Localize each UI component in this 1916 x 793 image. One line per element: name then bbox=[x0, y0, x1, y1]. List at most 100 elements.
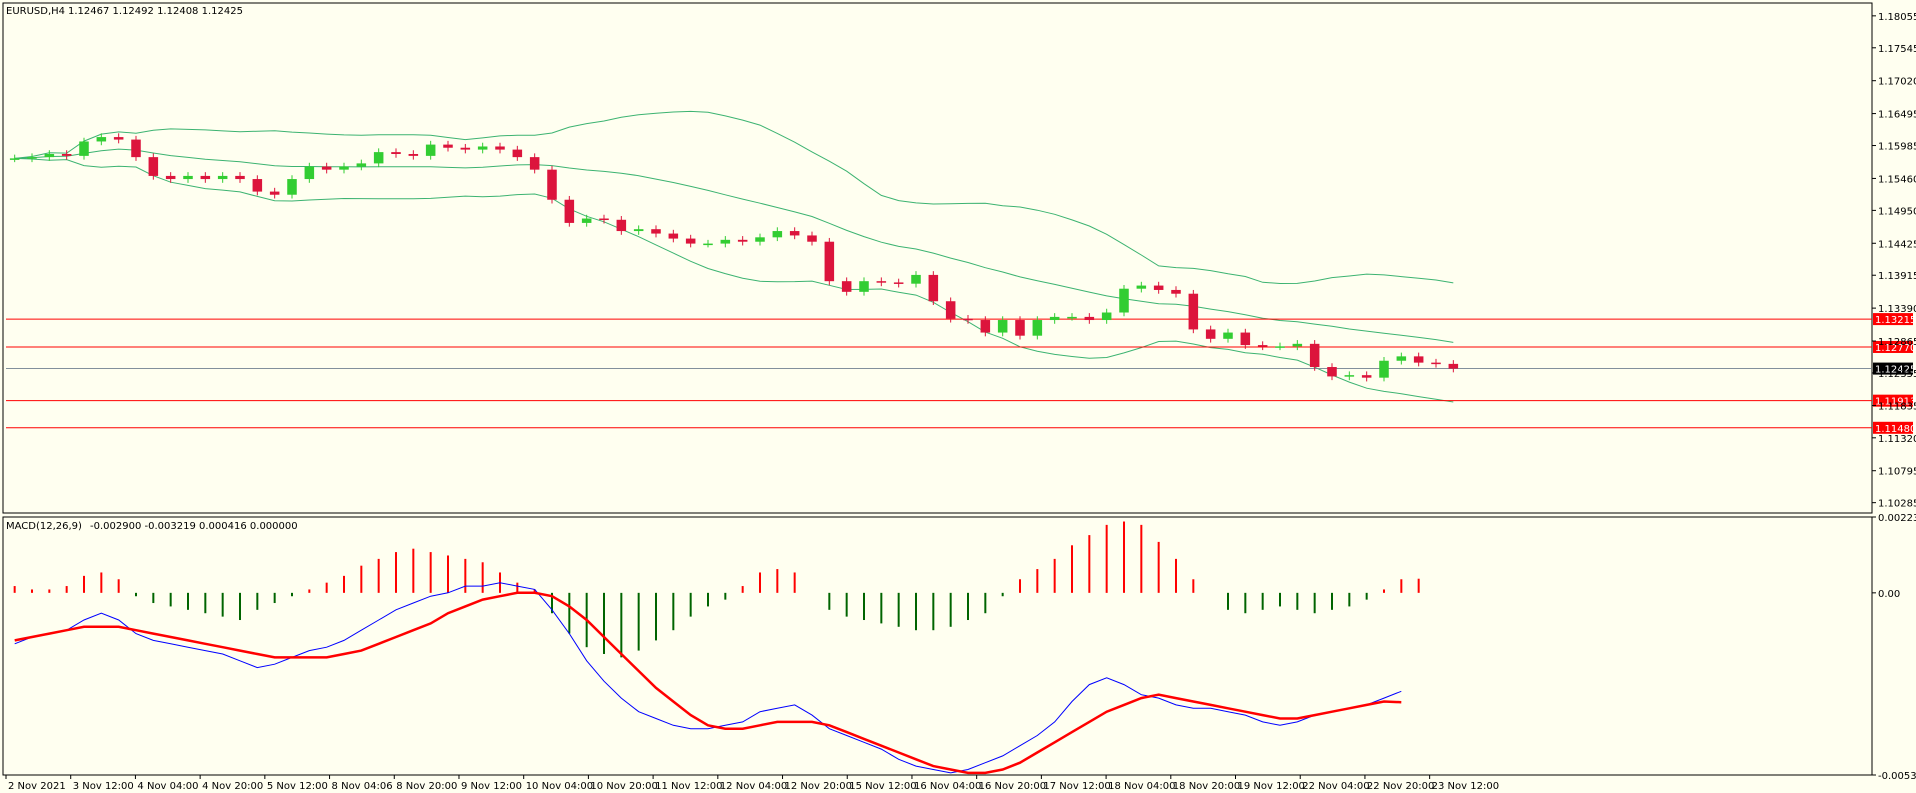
macd-pane[interactable] bbox=[13, 521, 1420, 775]
candle-body[interactable] bbox=[356, 163, 367, 167]
candle-body[interactable] bbox=[876, 281, 887, 283]
candle-body[interactable] bbox=[980, 320, 991, 333]
level-price-label: 1.11913 bbox=[1875, 397, 1916, 408]
candle-body[interactable] bbox=[1361, 375, 1372, 378]
price-pane[interactable] bbox=[6, 110, 1872, 429]
candle-body[interactable] bbox=[408, 153, 419, 156]
candle-body[interactable] bbox=[772, 231, 783, 238]
candle-body[interactable] bbox=[1084, 316, 1095, 321]
candle-body[interactable] bbox=[1015, 320, 1025, 336]
candle-body[interactable] bbox=[183, 175, 193, 180]
candle-body[interactable] bbox=[512, 149, 523, 158]
candle-body[interactable] bbox=[755, 237, 765, 242]
candle-body[interactable] bbox=[1101, 312, 1112, 321]
candle-body[interactable] bbox=[945, 301, 956, 319]
candle-body[interactable] bbox=[1309, 343, 1320, 368]
candle-body[interactable] bbox=[547, 169, 557, 200]
candle-body[interactable] bbox=[1448, 363, 1459, 369]
candle-body[interactable] bbox=[287, 179, 297, 195]
candle-body[interactable] bbox=[477, 146, 488, 150]
candle-body[interactable] bbox=[27, 157, 37, 159]
candle-body[interactable] bbox=[373, 152, 384, 164]
time-tick-label: 2 Nov 2021 bbox=[8, 781, 66, 792]
macd-signal-line bbox=[14, 591, 1402, 775]
price-tick-label: 1.18055 bbox=[1878, 12, 1916, 23]
candle-body[interactable] bbox=[581, 218, 592, 223]
candle-body[interactable] bbox=[616, 219, 627, 232]
current-price-tag bbox=[1873, 362, 1913, 375]
candle-body[interactable] bbox=[789, 231, 800, 236]
candle-body[interactable] bbox=[1240, 332, 1251, 346]
time-tick-label: 5 Nov 12:00 bbox=[267, 781, 328, 792]
candle-body[interactable] bbox=[1327, 367, 1337, 377]
candle-body[interactable] bbox=[269, 191, 280, 195]
candle-body[interactable] bbox=[599, 218, 609, 221]
candle-body[interactable] bbox=[911, 274, 921, 284]
candle-body[interactable] bbox=[165, 175, 176, 180]
candle-body[interactable] bbox=[997, 320, 1008, 333]
candle-body[interactable] bbox=[391, 152, 401, 154]
candle-body[interactable] bbox=[425, 144, 436, 156]
candle-body[interactable] bbox=[96, 137, 107, 142]
candle-body[interactable] bbox=[859, 281, 869, 292]
candle-body[interactable] bbox=[1379, 360, 1389, 378]
time-tick-label: 8 Nov 20:00 bbox=[396, 781, 457, 792]
price-pane-frame bbox=[2, 2, 1873, 514]
candle-body[interactable] bbox=[252, 179, 263, 192]
candle-body[interactable] bbox=[1171, 289, 1181, 294]
candle-body[interactable] bbox=[443, 144, 453, 148]
candle-body[interactable] bbox=[131, 139, 141, 158]
candle-body[interactable] bbox=[495, 146, 505, 150]
candle-body[interactable] bbox=[841, 281, 852, 292]
candle-body[interactable] bbox=[1431, 362, 1441, 365]
candle-body[interactable] bbox=[824, 241, 835, 282]
candle-body[interactable] bbox=[1344, 375, 1355, 377]
price-tick-label: 1.14425 bbox=[1878, 239, 1916, 250]
candle-body[interactable] bbox=[79, 141, 89, 156]
candle-body[interactable] bbox=[893, 282, 904, 284]
candle-body[interactable] bbox=[928, 274, 939, 302]
candle-body[interactable] bbox=[564, 199, 575, 223]
candle-body[interactable] bbox=[668, 233, 679, 239]
candle-body[interactable] bbox=[1188, 293, 1199, 330]
candle-body[interactable] bbox=[148, 157, 159, 176]
candle-body[interactable] bbox=[217, 175, 228, 180]
price-tick-label: 1.13390 bbox=[1878, 304, 1916, 315]
candle-body[interactable] bbox=[651, 229, 661, 234]
candle-body[interactable] bbox=[235, 175, 245, 180]
candle-body[interactable] bbox=[1223, 332, 1233, 339]
candle-body[interactable] bbox=[9, 158, 20, 160]
candle-body[interactable] bbox=[113, 137, 124, 140]
candle-body[interactable] bbox=[1275, 346, 1285, 348]
bollinger-middle-band bbox=[14, 148, 1454, 343]
candle-body[interactable] bbox=[1396, 356, 1407, 361]
candle-body[interactable] bbox=[703, 243, 713, 246]
candle-body[interactable] bbox=[685, 238, 696, 244]
candle-body[interactable] bbox=[529, 157, 540, 170]
candle-body[interactable] bbox=[1049, 316, 1060, 321]
candle-body[interactable] bbox=[61, 153, 72, 156]
candle-body[interactable] bbox=[720, 239, 731, 244]
candle-body[interactable] bbox=[460, 147, 471, 150]
candle-body[interactable] bbox=[44, 153, 55, 158]
candle-body[interactable] bbox=[1032, 320, 1043, 336]
candle-body[interactable] bbox=[321, 166, 332, 170]
level-price-tag bbox=[1873, 421, 1913, 434]
candle-body[interactable] bbox=[304, 166, 315, 180]
candle-body[interactable] bbox=[1413, 356, 1424, 363]
candle-body[interactable] bbox=[737, 239, 748, 242]
candle-body[interactable] bbox=[963, 318, 973, 321]
candle-body[interactable] bbox=[633, 229, 644, 232]
candle-body[interactable] bbox=[807, 235, 817, 242]
candle-body[interactable] bbox=[339, 166, 349, 170]
level-price-label: 1.13215 bbox=[1875, 315, 1916, 326]
candle-body[interactable] bbox=[1205, 329, 1216, 339]
candle-body[interactable] bbox=[200, 175, 211, 180]
candle-body[interactable] bbox=[1257, 345, 1268, 347]
candle-body[interactable] bbox=[1067, 316, 1077, 319]
candle-body[interactable] bbox=[1136, 285, 1147, 289]
candle-body[interactable] bbox=[1119, 288, 1129, 313]
candle-body[interactable] bbox=[1153, 285, 1164, 290]
candle-body[interactable] bbox=[1292, 343, 1303, 347]
